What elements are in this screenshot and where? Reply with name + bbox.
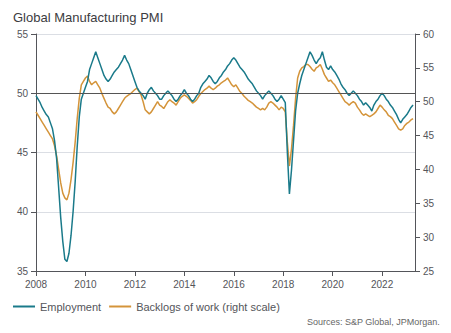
svg-text:2008: 2008 [25,279,48,290]
svg-text:35: 35 [17,266,29,277]
svg-text:50: 50 [423,96,435,107]
svg-text:2014: 2014 [173,279,196,290]
svg-text:25: 25 [423,266,435,277]
svg-text:2020: 2020 [322,279,345,290]
svg-text:2016: 2016 [223,279,246,290]
svg-text:40: 40 [423,164,435,175]
svg-text:Global Manufacturing PMI: Global Manufacturing PMI [13,10,163,25]
svg-text:60: 60 [423,29,435,40]
svg-text:Employment: Employment [40,301,101,313]
svg-text:40: 40 [17,206,29,217]
svg-text:55: 55 [423,62,435,73]
svg-text:45: 45 [423,130,435,141]
svg-text:30: 30 [423,232,435,243]
svg-text:2022: 2022 [371,279,394,290]
svg-text:45: 45 [17,147,29,158]
svg-text:55: 55 [17,29,29,40]
svg-text:2018: 2018 [272,279,295,290]
svg-text:Sources: S&P Global, JPMorgan.: Sources: S&P Global, JPMorgan. [307,317,440,327]
svg-text:Backlogs of work (right scale): Backlogs of work (right scale) [136,301,280,313]
svg-text:2012: 2012 [124,279,147,290]
svg-text:2010: 2010 [74,279,97,290]
svg-text:50: 50 [17,88,29,99]
svg-text:35: 35 [423,198,435,209]
